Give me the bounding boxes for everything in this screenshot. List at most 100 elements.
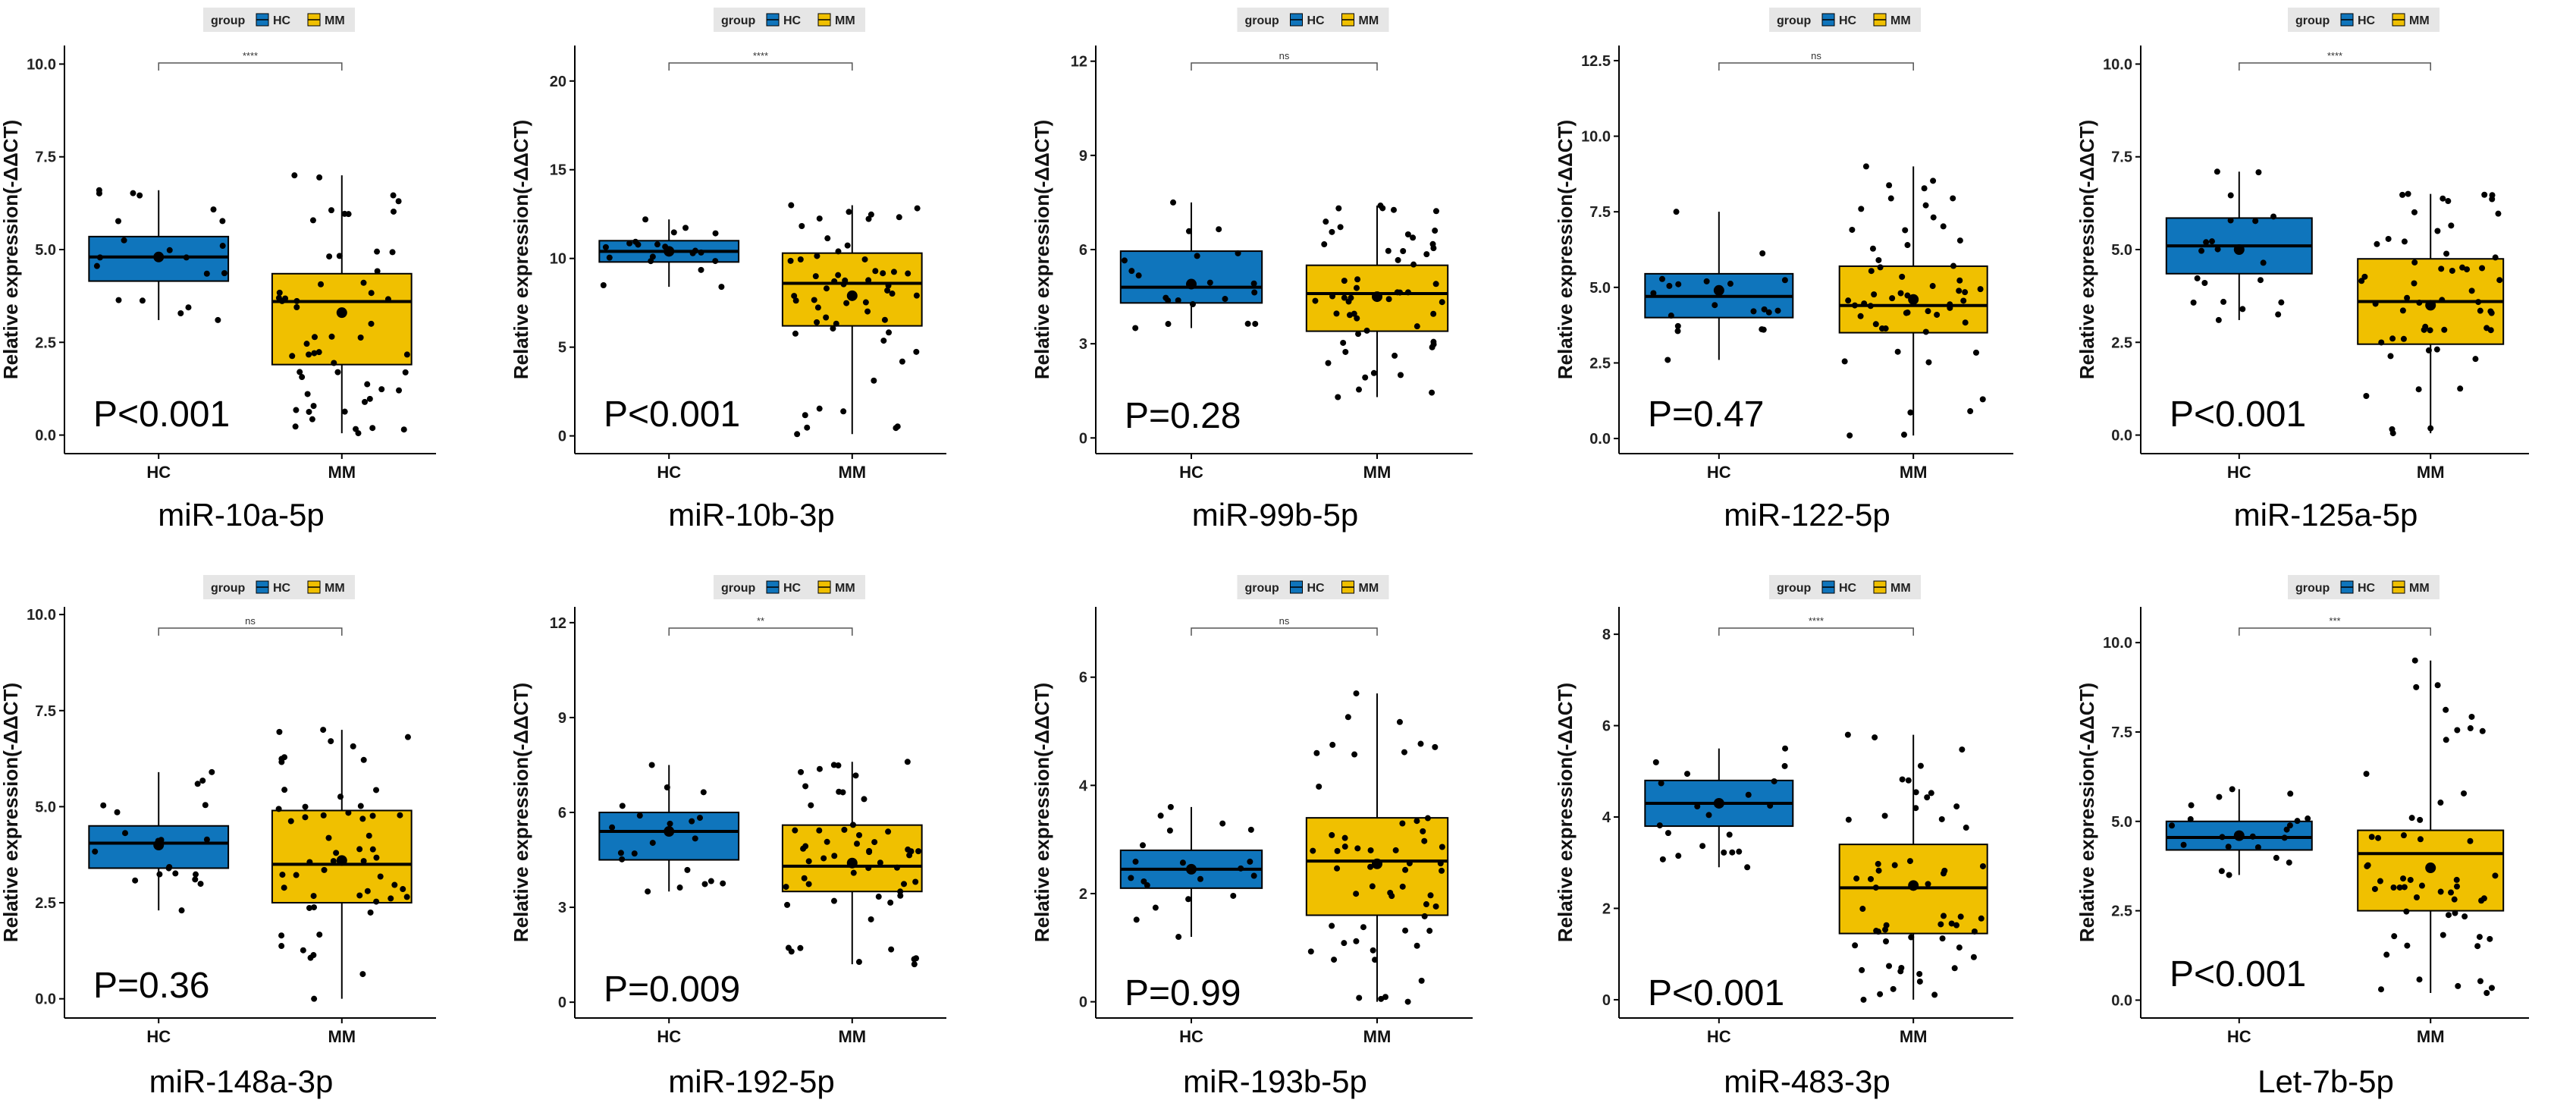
data-point <box>1979 396 1986 403</box>
legend-label-hc: HC <box>1307 14 1326 27</box>
data-point <box>306 351 312 358</box>
data-point <box>2481 191 2488 198</box>
data-point <box>884 287 891 294</box>
data-point <box>1666 282 1673 289</box>
data-point <box>2477 307 2483 314</box>
data-point <box>1897 968 1904 975</box>
data-point <box>92 848 99 855</box>
p-value-label: P=0.36 <box>93 966 209 1006</box>
y-tick-label: 2.5 <box>35 895 56 912</box>
data-point <box>1759 250 1766 256</box>
legend-label-mm: MM <box>2409 582 2430 595</box>
data-point <box>1950 262 1956 269</box>
y-tick-label: 7.5 <box>2111 724 2132 741</box>
data-point <box>2427 425 2434 432</box>
y-tick-label: 2.5 <box>2111 903 2132 920</box>
data-point <box>880 338 887 344</box>
data-point <box>1222 296 1228 303</box>
data-point <box>366 395 373 402</box>
data-point <box>1185 896 1192 903</box>
data-point <box>1970 954 1977 960</box>
data-point <box>2273 854 2279 861</box>
data-point <box>1426 928 1433 935</box>
data-point <box>2218 868 2225 875</box>
data-point <box>132 877 139 884</box>
data-point <box>682 225 689 231</box>
data-point <box>278 943 285 950</box>
data-point <box>1395 256 1401 263</box>
data-point <box>1872 321 1879 328</box>
data-point <box>302 803 309 810</box>
data-point <box>840 408 847 415</box>
data-point <box>1781 277 1788 284</box>
data-point <box>2371 885 2378 892</box>
data-point <box>1930 214 1937 221</box>
p-value-label: P=0.99 <box>1125 973 1241 1013</box>
legend-background <box>1769 575 1921 599</box>
mean-point <box>2425 300 2436 311</box>
data-point <box>2208 238 2215 245</box>
data-point <box>2180 841 2187 848</box>
data-point <box>831 853 838 859</box>
data-point <box>130 190 136 196</box>
data-point <box>1219 820 1226 827</box>
data-point <box>1421 837 1428 844</box>
data-point <box>1329 228 1335 235</box>
data-point <box>626 240 633 247</box>
y-tick-label: 3 <box>1079 336 1087 353</box>
data-point <box>1252 320 1259 327</box>
data-point <box>1402 866 1409 873</box>
data-point <box>2496 277 2503 284</box>
significance-label: **** <box>243 50 258 61</box>
data-point <box>881 316 888 323</box>
x-tick-label-mm: MM <box>2417 1027 2445 1046</box>
data-point <box>96 190 102 196</box>
data-point <box>1404 998 1411 1005</box>
data-point <box>282 295 289 302</box>
data-point <box>1887 195 1894 202</box>
data-point <box>885 282 892 289</box>
data-point <box>183 254 190 261</box>
mean-point <box>2233 830 2245 841</box>
x-tick-label-hc: HC <box>1707 1027 1731 1046</box>
legend-background <box>203 8 355 32</box>
mean-point <box>2233 244 2245 255</box>
data-point <box>887 899 894 906</box>
mean-point <box>664 246 675 257</box>
data-point <box>1858 206 1865 212</box>
data-point <box>1934 311 1941 318</box>
x-tick-label-mm: MM <box>328 1027 356 1046</box>
data-point <box>2492 872 2499 879</box>
data-point <box>1345 298 1352 305</box>
data-point <box>278 932 285 939</box>
y-tick-label: 10.0 <box>1581 129 1611 146</box>
y-tick-label: 3 <box>558 900 566 916</box>
data-point <box>2451 896 2458 903</box>
p-value-label: P<0.001 <box>2170 394 2306 435</box>
data-point <box>2187 815 2194 822</box>
box-mm <box>271 727 413 1002</box>
data-point <box>391 881 398 888</box>
data-point <box>136 192 143 199</box>
y-axis-title: Relative expression(-ΔΔCT) <box>510 683 532 942</box>
data-point <box>1902 227 1909 234</box>
data-point <box>2488 985 2495 991</box>
y-tick-label: 5.0 <box>2111 814 2132 831</box>
data-point <box>787 257 794 264</box>
data-point <box>2437 800 2444 806</box>
significance-bracket: ns <box>1191 615 1378 636</box>
data-point <box>2418 882 2425 889</box>
data-point <box>1875 867 1882 874</box>
data-point <box>2229 786 2236 793</box>
data-point <box>1951 965 1958 972</box>
data-point <box>2254 844 2261 850</box>
data-point <box>1367 863 1374 870</box>
panel-title: Let-7b-5p <box>2258 1064 2394 1099</box>
data-point <box>1378 995 1385 1002</box>
data-point <box>906 852 913 859</box>
panel-title: miR-192-5p <box>668 1064 834 1099</box>
data-point <box>350 743 356 749</box>
data-point <box>1333 310 1340 317</box>
data-point <box>336 253 343 259</box>
data-point <box>1379 205 1386 212</box>
